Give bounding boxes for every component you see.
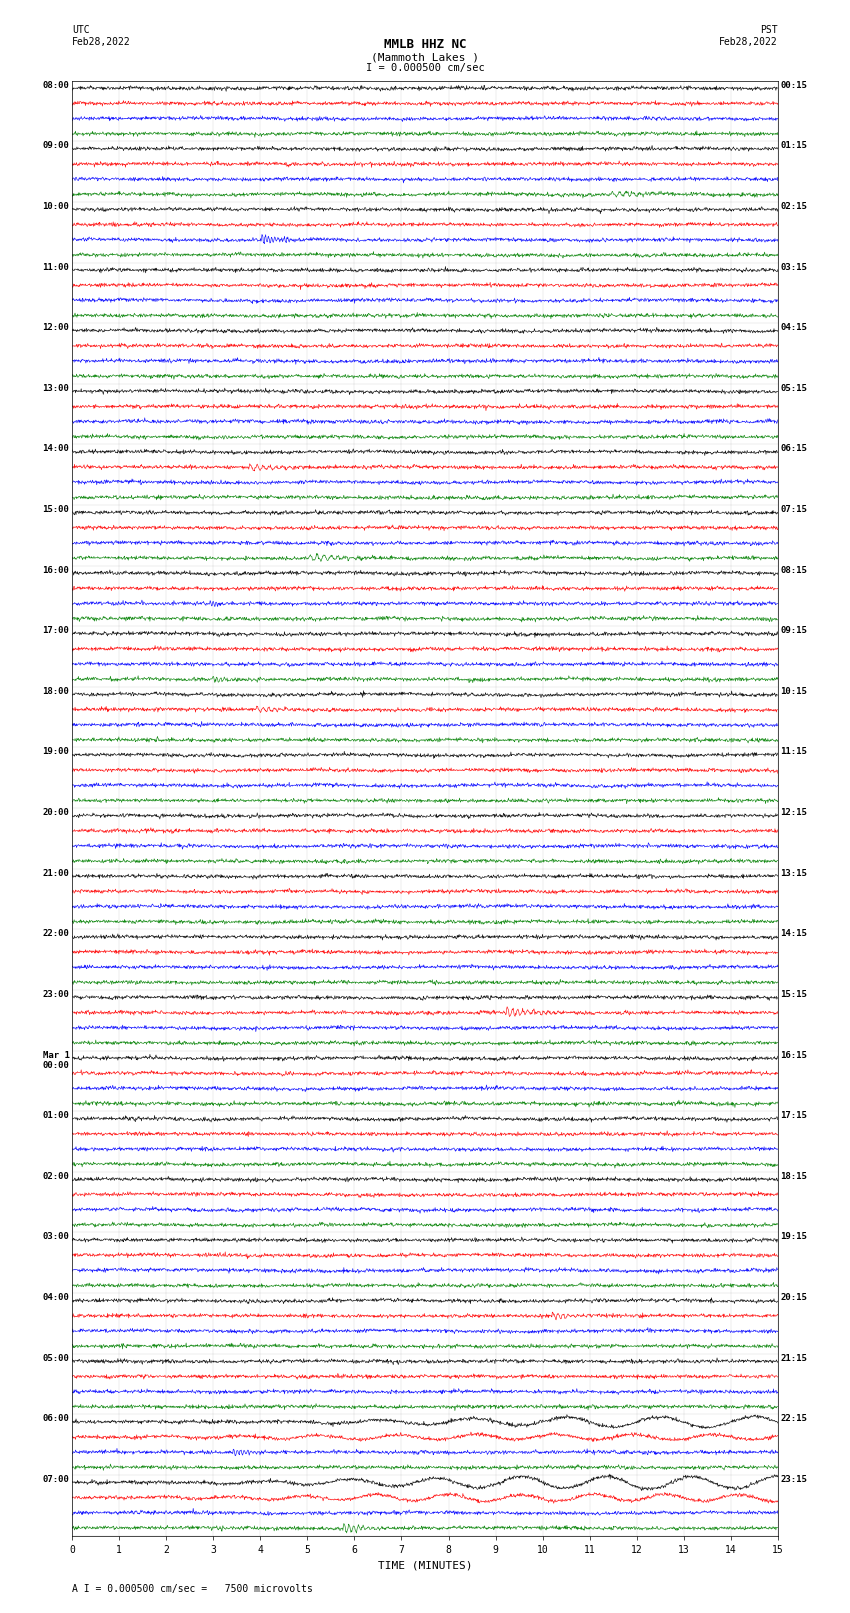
Text: Mar 1
00:00: Mar 1 00:00 [42,1050,70,1069]
Text: 20:15: 20:15 [780,1294,808,1302]
Text: PST
Feb28,2022: PST Feb28,2022 [719,26,778,47]
Text: 01:15: 01:15 [780,142,808,150]
Text: 21:15: 21:15 [780,1353,808,1363]
Text: 04:00: 04:00 [42,1294,70,1302]
Text: 05:15: 05:15 [780,384,808,392]
Text: 09:00: 09:00 [42,142,70,150]
Text: 00:15: 00:15 [780,81,808,90]
Text: 06:15: 06:15 [780,444,808,453]
Text: 18:15: 18:15 [780,1171,808,1181]
Text: 19:15: 19:15 [780,1232,808,1242]
Text: (Mammoth Lakes ): (Mammoth Lakes ) [371,52,479,63]
Text: 23:15: 23:15 [780,1474,808,1484]
Text: 23:00: 23:00 [42,990,70,998]
Text: 04:15: 04:15 [780,323,808,332]
Text: 01:00: 01:00 [42,1111,70,1119]
Text: 03:15: 03:15 [780,263,808,271]
Text: 05:00: 05:00 [42,1353,70,1363]
X-axis label: TIME (MINUTES): TIME (MINUTES) [377,1560,473,1569]
Text: 20:00: 20:00 [42,808,70,818]
Text: 16:15: 16:15 [780,1050,808,1060]
Text: 10:15: 10:15 [780,687,808,695]
Text: 17:00: 17:00 [42,626,70,636]
Text: 03:00: 03:00 [42,1232,70,1242]
Text: 02:00: 02:00 [42,1171,70,1181]
Text: I = 0.000500 cm/sec: I = 0.000500 cm/sec [366,63,484,73]
Text: 17:15: 17:15 [780,1111,808,1119]
Text: 07:00: 07:00 [42,1474,70,1484]
Text: 12:15: 12:15 [780,808,808,818]
Text: 02:15: 02:15 [780,202,808,211]
Text: 19:00: 19:00 [42,747,70,756]
Text: 14:00: 14:00 [42,444,70,453]
Text: 09:15: 09:15 [780,626,808,636]
Text: 22:00: 22:00 [42,929,70,939]
Text: 08:00: 08:00 [42,81,70,90]
Text: 06:00: 06:00 [42,1415,70,1423]
Text: 14:15: 14:15 [780,929,808,939]
Text: 10:00: 10:00 [42,202,70,211]
Text: 15:00: 15:00 [42,505,70,515]
Text: 16:00: 16:00 [42,566,70,574]
Text: 15:15: 15:15 [780,990,808,998]
Text: 13:15: 13:15 [780,869,808,877]
Text: 18:00: 18:00 [42,687,70,695]
Text: MMLB HHZ NC: MMLB HHZ NC [383,37,467,50]
Text: 13:00: 13:00 [42,384,70,392]
Text: 11:15: 11:15 [780,747,808,756]
Text: 21:00: 21:00 [42,869,70,877]
Text: UTC
Feb28,2022: UTC Feb28,2022 [72,26,131,47]
Text: 22:15: 22:15 [780,1415,808,1423]
Text: A I = 0.000500 cm/sec =   7500 microvolts: A I = 0.000500 cm/sec = 7500 microvolts [72,1584,313,1594]
Text: 07:15: 07:15 [780,505,808,515]
Text: 11:00: 11:00 [42,263,70,271]
Text: 12:00: 12:00 [42,323,70,332]
Text: 08:15: 08:15 [780,566,808,574]
